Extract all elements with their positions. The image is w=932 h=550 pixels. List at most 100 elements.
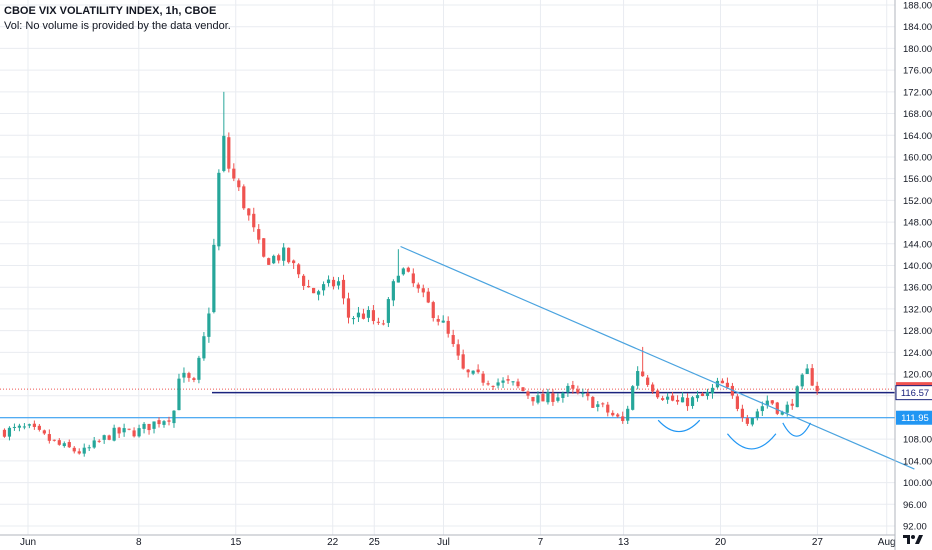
price-tick-label: 104.00: [903, 456, 932, 467]
price-tick-label: 168.00: [903, 109, 932, 120]
candle-down: [77, 451, 81, 454]
candle-up: [631, 386, 635, 410]
candle-up: [441, 320, 445, 323]
support-tag-label: 111.95: [901, 413, 929, 424]
candle-down: [187, 373, 191, 378]
candle-down: [790, 403, 794, 406]
price-tick-label: 176.00: [903, 66, 932, 77]
candle-down: [451, 335, 455, 345]
candle-up: [177, 378, 181, 411]
candle-down: [491, 385, 495, 387]
candle-down: [461, 354, 465, 369]
candle-down: [646, 377, 650, 385]
candle-down: [551, 393, 555, 402]
candle-down: [192, 378, 196, 380]
price-tick-label: 120.00: [903, 370, 932, 381]
candle-up: [690, 397, 695, 406]
candle-down: [107, 435, 111, 440]
candle-down: [456, 344, 460, 356]
candle-down: [346, 298, 351, 318]
candle-up: [122, 428, 126, 433]
candle-down: [376, 321, 381, 323]
price-tick-label: 96.00: [903, 500, 927, 511]
candle-up: [142, 423, 146, 429]
candle-up: [765, 400, 769, 406]
chart-title: CBOE VIX VOLATILITY INDEX, 1h, CBOE: [4, 5, 217, 17]
candle-up: [626, 408, 630, 421]
candle-up: [82, 447, 86, 454]
candle-down: [656, 390, 660, 398]
candle-up: [351, 318, 356, 320]
candle-down: [476, 369, 480, 373]
candle-down: [725, 382, 730, 388]
candle-down: [526, 391, 530, 396]
candle-down: [735, 396, 739, 409]
price-tick-label: 164.00: [903, 131, 932, 142]
candle-up: [636, 371, 640, 386]
resistance-tag: [896, 385, 932, 400]
candle-down: [576, 389, 580, 393]
candle-up: [496, 382, 500, 386]
candle-up: [172, 410, 176, 424]
candle-up: [162, 421, 166, 425]
price-tick-label: 144.00: [903, 239, 932, 250]
candle-down: [611, 412, 615, 416]
candle-down: [42, 430, 46, 434]
candle-down: [247, 208, 251, 216]
candle-up: [785, 404, 789, 413]
candle-down: [481, 373, 485, 383]
time-tick-label: Jun: [20, 537, 36, 548]
candle-up: [795, 386, 799, 408]
candle-down: [297, 264, 301, 275]
pattern-curve: [726, 433, 777, 450]
candle-down: [586, 393, 590, 397]
candle-down: [167, 420, 171, 422]
candle-down: [416, 284, 420, 289]
candle-up: [805, 368, 809, 374]
candle-up: [282, 247, 286, 261]
candle-down: [237, 180, 241, 188]
candle-up: [665, 396, 670, 400]
resistance-tag-border: [895, 385, 932, 401]
candle-down: [132, 430, 136, 437]
candle-down: [52, 439, 56, 441]
price-tick-label: 148.00: [903, 218, 932, 229]
candle-down: [591, 396, 595, 408]
candle-down: [675, 399, 680, 402]
price-tick-label: 180.00: [903, 44, 932, 55]
candle-up: [760, 406, 764, 412]
candle-down: [531, 396, 535, 402]
time-tick-label: 25: [369, 537, 381, 548]
candle-up: [396, 275, 400, 283]
candle-down: [651, 384, 655, 392]
candle-down: [621, 416, 625, 421]
candle-up: [316, 291, 321, 295]
resistance-tag-label: 116.57: [901, 388, 929, 399]
candle-up: [182, 372, 186, 378]
candle-down: [257, 229, 261, 240]
candle-down: [670, 395, 675, 401]
candle-up: [780, 412, 784, 415]
candle-up: [112, 427, 116, 441]
candle-down: [2, 429, 7, 437]
candle-up: [546, 392, 550, 403]
price-tick-label: 188.00: [903, 1, 932, 12]
candle-down: [232, 168, 236, 179]
candle-down: [72, 447, 76, 452]
candle-up: [680, 397, 685, 403]
candle-down: [97, 440, 101, 442]
candle-down: [571, 384, 575, 389]
time-tick-label: 27: [812, 537, 824, 548]
time-tick-label: 15: [230, 537, 242, 548]
candle-down: [466, 369, 470, 373]
price-tick-label: 128.00: [903, 326, 932, 337]
price-tick-label: 136.00: [903, 283, 932, 294]
candle-up: [87, 447, 91, 449]
candle-down: [685, 397, 690, 407]
candle-down: [302, 275, 306, 286]
candle-up: [202, 336, 206, 359]
candle-up: [272, 255, 276, 264]
candle-down: [641, 371, 645, 377]
price-tick-label: 152.00: [903, 196, 932, 207]
